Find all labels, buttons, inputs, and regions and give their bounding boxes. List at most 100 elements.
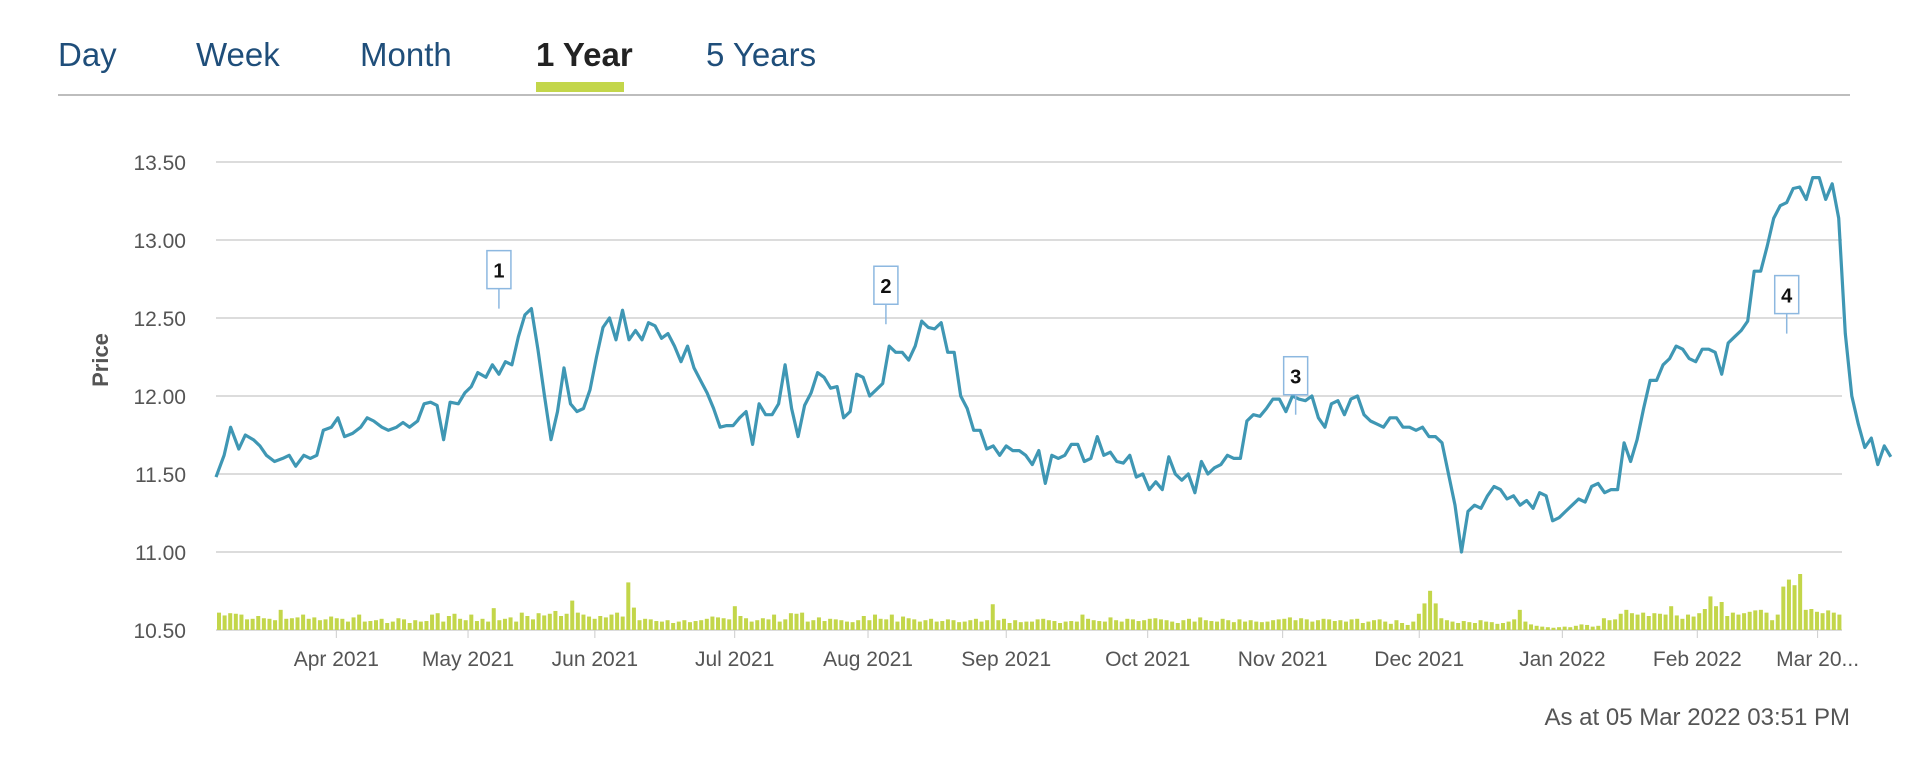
volume-bar <box>1467 622 1472 630</box>
volume-bar <box>990 604 995 630</box>
volume-bar <box>631 607 636 630</box>
volume-bar <box>1770 620 1775 630</box>
volume-bar <box>1657 613 1662 630</box>
volume-bar <box>519 612 524 630</box>
volume-bar <box>755 620 760 630</box>
x-tick-label: Apr 2021 <box>294 648 379 671</box>
x-tick-label: Jul 2021 <box>695 648 774 671</box>
price-chart: 13.50 13.00 12.50 12.00 11.50 11.00 10.50 1 2 3 4… <box>88 152 1893 671</box>
volume-bar <box>233 613 238 630</box>
volume-bar <box>1332 621 1337 630</box>
volume-bar <box>1674 615 1679 630</box>
volume-bar <box>1366 621 1371 630</box>
volume-bar <box>962 621 967 630</box>
volume-bar <box>1327 619 1332 630</box>
event-marker-label: 4 <box>1781 286 1793 308</box>
volume-bar <box>1343 621 1348 630</box>
volume-bar <box>637 620 642 630</box>
volume-bar <box>1601 618 1606 630</box>
volume-bar <box>452 613 457 630</box>
volume-bar <box>587 616 592 630</box>
volume-bar <box>1405 624 1410 630</box>
volume-bar <box>1719 602 1724 630</box>
volume-bar <box>665 620 670 630</box>
volume-bar <box>570 600 575 630</box>
volume-bar <box>1175 623 1180 630</box>
volume-bar <box>1489 622 1494 630</box>
volume-bar <box>1646 616 1651 630</box>
volume-bar <box>581 614 586 630</box>
volume-bar <box>828 618 833 630</box>
volume-bar <box>699 620 704 630</box>
volume-bar <box>923 620 928 630</box>
volume-bar <box>648 619 653 630</box>
volume-bar <box>1114 620 1119 630</box>
volume-bar <box>721 618 726 630</box>
volume-bar <box>794 613 799 630</box>
volume-bar <box>945 619 950 630</box>
volume-bar <box>592 618 597 630</box>
volume-bar <box>525 616 530 630</box>
x-tick-label: Dec 2021 <box>1374 648 1464 671</box>
volume-bar <box>1456 623 1461 630</box>
volume-bar <box>626 582 631 630</box>
volume-bar <box>1512 619 1517 630</box>
volume-bar <box>1276 619 1281 630</box>
volume-bar <box>710 616 715 630</box>
tab-day[interactable]: Day <box>58 36 117 73</box>
volume-bar <box>1663 614 1668 630</box>
volume-bar <box>1500 623 1505 630</box>
volume-bar <box>1411 621 1416 630</box>
event-marker-label: 3 <box>1290 367 1301 389</box>
volume-bar <box>385 623 390 630</box>
y-axis-label: Price <box>88 333 113 387</box>
volume-bar <box>654 621 659 630</box>
volume-bar <box>435 613 440 630</box>
volume-bar <box>1119 621 1124 630</box>
volume-bar <box>396 618 401 630</box>
volume-bar <box>441 621 446 630</box>
volume-bar <box>1052 621 1057 630</box>
tab-1-year[interactable]: 1 Year <box>536 36 633 73</box>
x-tick-label: Feb 2022 <box>1653 648 1742 671</box>
volume-bar <box>1579 624 1584 630</box>
volume-bar <box>889 614 894 630</box>
volume-bar <box>1433 603 1438 630</box>
volume-bar <box>620 616 625 630</box>
volume-bar <box>345 621 350 630</box>
volume-bar <box>508 617 513 630</box>
volume-bar <box>1624 609 1629 630</box>
volume-bar <box>1030 621 1035 630</box>
tab-month[interactable]: Month <box>360 36 452 73</box>
volume-bar <box>1271 620 1276 630</box>
volume-bar <box>929 618 934 630</box>
volume-bar <box>1069 621 1074 630</box>
volume-bar <box>901 616 906 630</box>
volume-bar <box>1714 606 1719 630</box>
volume-bar <box>407 623 412 630</box>
volume-bar <box>1001 618 1006 630</box>
volume-bar <box>1164 620 1169 630</box>
volume-bar <box>1680 618 1685 630</box>
volume-bar <box>1781 586 1786 630</box>
volume-bar <box>1826 610 1831 630</box>
tab-week[interactable]: Week <box>196 36 280 73</box>
volume-bar <box>1018 622 1023 630</box>
x-tick-label: Nov 2021 <box>1238 648 1328 671</box>
volume-bar <box>906 618 911 630</box>
event-marker[interactable]: 1 <box>486 249 512 309</box>
volume-bar <box>609 614 614 630</box>
event-marker[interactable]: 4 <box>1773 274 1800 334</box>
volume-bar <box>1237 619 1242 630</box>
x-tick-label: Sep 2021 <box>961 648 1051 671</box>
event-marker[interactable]: 2 <box>873 265 899 325</box>
event-marker[interactable]: 3 <box>1282 355 1309 415</box>
volume-bar <box>1820 613 1825 630</box>
volume-bar <box>1394 620 1399 630</box>
volume-bar <box>671 623 676 630</box>
volume-bar <box>850 622 855 630</box>
volume-bar <box>1416 613 1421 630</box>
tab-5-years[interactable]: 5 Years <box>706 36 817 73</box>
volume-bar <box>1562 626 1567 630</box>
y-axis-ticks: 13.50 13.00 12.50 12.00 11.50 11.00 10.50 <box>133 152 186 643</box>
